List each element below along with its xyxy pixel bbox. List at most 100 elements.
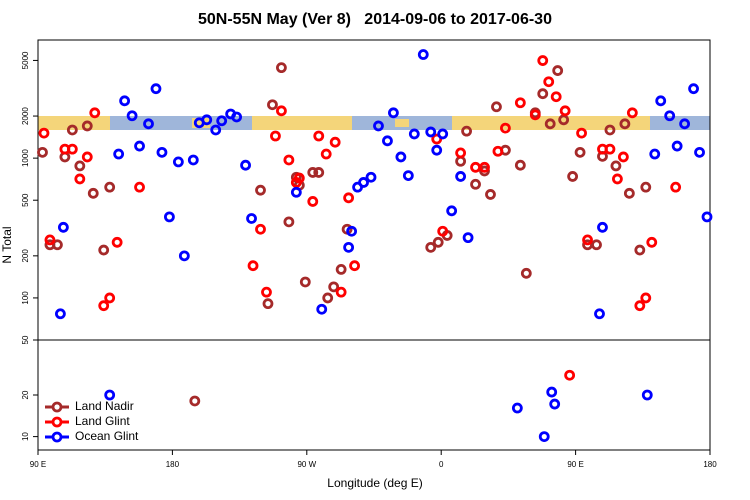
y-tick-label: 50 (21, 335, 30, 344)
point (52, 239, 63, 251)
point (567, 171, 579, 182)
point (538, 431, 550, 443)
x-tick-label: 90 E (30, 460, 46, 469)
point (98, 244, 110, 256)
point (329, 136, 341, 148)
y-tick-label: 100 (21, 291, 30, 305)
point (66, 143, 78, 155)
point (491, 101, 502, 113)
point (382, 135, 393, 147)
point (461, 125, 472, 137)
point (189, 395, 201, 407)
point (446, 205, 458, 217)
point (574, 146, 586, 158)
point (216, 115, 228, 127)
point (431, 133, 443, 145)
point (134, 140, 145, 152)
point (299, 276, 311, 288)
point (402, 170, 414, 181)
point (38, 127, 50, 139)
point (634, 300, 646, 312)
point (492, 145, 504, 157)
point (44, 234, 56, 246)
point (343, 192, 355, 204)
point (479, 165, 490, 177)
point (98, 300, 110, 312)
point (307, 196, 319, 207)
point (623, 187, 635, 199)
point (262, 298, 274, 310)
point (388, 107, 399, 119)
point (74, 160, 86, 172)
point (701, 211, 713, 223)
point (74, 173, 86, 185)
point (316, 303, 328, 315)
legend-label: Land Glint (75, 414, 130, 428)
point (612, 173, 623, 185)
legend-marker (51, 401, 63, 413)
point (485, 189, 496, 200)
x-tick-label: 90 W (297, 460, 316, 469)
point (113, 148, 125, 160)
point (455, 171, 467, 182)
point (87, 187, 99, 199)
point (597, 221, 608, 233)
point (210, 124, 222, 136)
point (55, 308, 66, 320)
point (437, 128, 449, 140)
point (559, 105, 571, 117)
point (335, 263, 347, 275)
point (358, 177, 369, 188)
x-tick-label: 90 E (567, 460, 583, 469)
y-tick-label: 200 (21, 249, 30, 263)
point (81, 151, 93, 163)
legend-marker (51, 416, 63, 428)
point (164, 211, 175, 223)
point (437, 225, 449, 237)
point (365, 171, 377, 183)
point (582, 234, 593, 246)
point (604, 124, 616, 136)
point (626, 107, 638, 119)
point (425, 241, 437, 253)
point (267, 99, 278, 111)
point (261, 286, 272, 298)
point (664, 110, 676, 122)
x-tick-label: 180 (166, 460, 180, 469)
legend-label: Land Nadir (75, 399, 134, 413)
x-axis-label: Longitude (deg E) (327, 476, 422, 490)
point (604, 143, 616, 155)
point (57, 221, 69, 233)
point (373, 120, 384, 132)
point (320, 148, 332, 160)
point (293, 172, 305, 184)
y-tick-label: 5000 (21, 51, 30, 69)
land-band (192, 118, 210, 128)
point (514, 97, 526, 109)
point (550, 91, 562, 103)
point (529, 109, 541, 121)
point (679, 118, 691, 130)
x-tick-label: 180 (703, 460, 717, 469)
y-axis-label: N Total (0, 226, 14, 263)
point (634, 244, 646, 256)
point (649, 148, 661, 160)
point (231, 111, 243, 123)
point (641, 389, 653, 401)
point (255, 223, 266, 235)
point (670, 181, 682, 193)
point (276, 62, 287, 74)
point (576, 127, 587, 139)
point (313, 130, 325, 142)
legend-label: Ocean Glint (75, 429, 139, 443)
point (431, 144, 443, 156)
point (655, 95, 667, 107)
point (143, 118, 154, 130)
point (322, 292, 334, 304)
point (619, 118, 631, 130)
point (37, 146, 48, 158)
point (646, 236, 658, 248)
point (240, 159, 251, 171)
point (688, 83, 699, 95)
